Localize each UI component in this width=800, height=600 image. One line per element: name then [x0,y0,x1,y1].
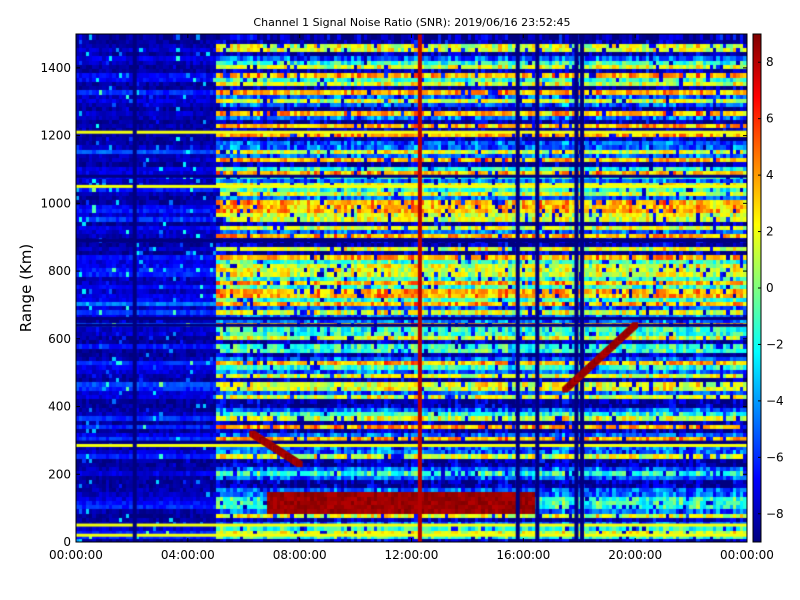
y-tick-label: 1400 [40,61,71,75]
x-tick-label: 00:00:00 [49,548,103,562]
y-tick-label: 1200 [40,129,71,143]
colorbar-tick-label: 8 [766,55,774,69]
colorbar-tick-label: 0 [766,281,774,295]
colorbar-tick-label: −2 [766,337,784,351]
colorbar-tick-label: 2 [766,225,774,239]
colorbar-tick-label: −6 [766,450,784,464]
x-tick-label: 20:00:00 [608,548,662,562]
y-tick-label: 600 [48,332,71,346]
y-axis: 0 200 400 600 800 1000 1200 1400 [40,61,747,549]
snr-heatmap [76,34,747,542]
x-tick-label: 16:00:00 [496,548,550,562]
heatmap-image [76,34,747,542]
y-tick-label: 1000 [40,196,71,210]
y-axis-label: Range (Km) [17,244,35,332]
x-tick-label: 04:00:00 [161,548,215,562]
colorbar-axis: 8 6 4 2 0 −2 −4 −6 −8 [758,55,784,521]
colorbar-tick-label: 4 [766,168,774,182]
x-axis: 00:00:00 04:00:00 08:00:00 12:00:00 16:00:00… [49,34,774,562]
colorbar-tick-label: 6 [766,112,774,126]
y-tick-label: 800 [48,264,71,278]
colorbar-tick-label: −8 [766,507,784,521]
y-tick-label: 200 [48,467,71,481]
colorbar-tick-label: −4 [766,394,784,408]
x-tick-label: 08:00:00 [273,548,327,562]
y-tick-label: 400 [48,400,71,414]
y-tick-label: 0 [63,535,71,549]
x-tick-label: 00:00:00 [720,548,774,562]
chart-title: Channel 1 Signal Noise Ratio (SNR): 2019… [253,16,570,29]
x-tick-label: 12:00:00 [385,548,439,562]
